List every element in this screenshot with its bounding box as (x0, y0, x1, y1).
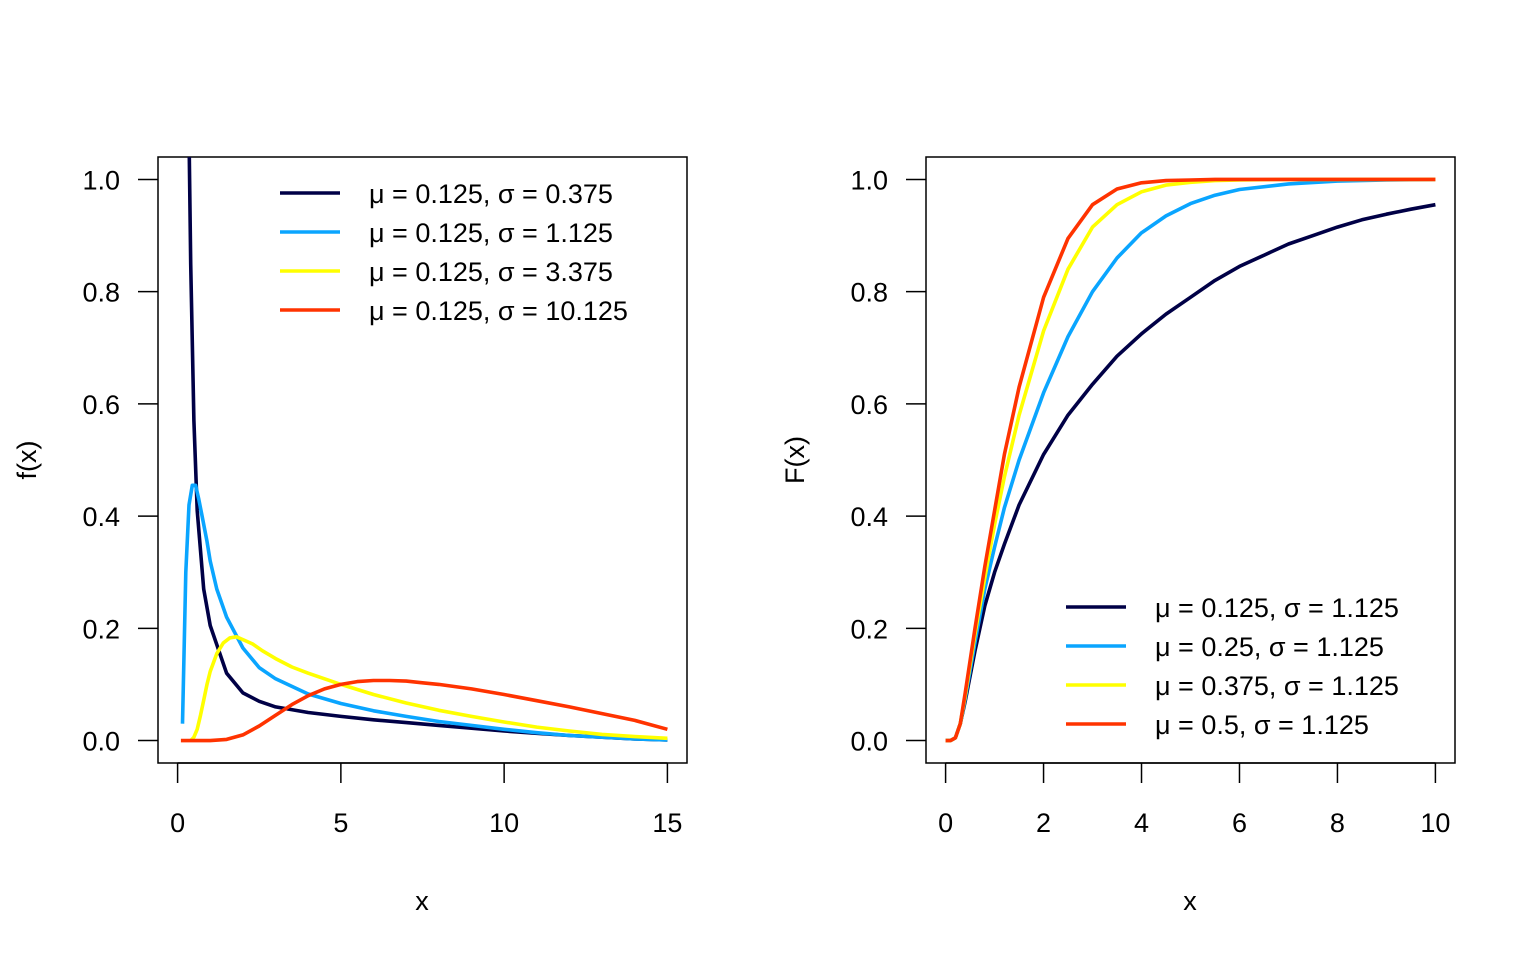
pdf-y-tick-label: 0.0 (82, 727, 120, 757)
pdf-series-line-3 (189, 634, 668, 742)
cdf-y-axis: 0.0 0.2 0.4 0.6 0.8 1.0 (850, 165, 926, 757)
cdf-y-tick-label: 0.2 (850, 614, 888, 644)
pdf-series-line-1 (187, 157, 668, 742)
pdf-legend-label-3: μ = 0.125, σ = 3.375 (369, 257, 613, 287)
pdf-x-axis: 0 5 10 15 (170, 762, 682, 838)
pdf-y-tick-label: 0.8 (82, 278, 120, 308)
cdf-legend-label-1: μ = 0.125, σ = 1.125 (1155, 593, 1399, 623)
pdf-legend-label-2: μ = 0.125, σ = 1.125 (369, 218, 613, 248)
pdf-legend: μ = 0.125, σ = 0.375 μ = 0.125, σ = 1.125… (280, 179, 628, 326)
cdf-x-tick-label: 4 (1134, 808, 1149, 838)
pdf-y-tick-label: 0.6 (82, 390, 120, 420)
cdf-y-tick-label: 0.8 (850, 278, 888, 308)
pdf-x-axis-title: x (415, 886, 429, 916)
cdf-legend-label-3: μ = 0.375, σ = 1.125 (1155, 671, 1399, 701)
pdf-legend-label-4: μ = 0.125, σ = 10.125 (369, 296, 628, 326)
pdf-y-tick-label: 0.2 (82, 614, 120, 644)
pdf-panel: 0 5 10 15 0.0 0.2 0.4 0.6 0.8 1.0 μ = 0.125, σ =… (12, 156, 688, 916)
cdf-x-tick-label: 0 (938, 808, 953, 838)
cdf-x-tick-label: 6 (1232, 808, 1247, 838)
cdf-x-axis-title: x (1183, 886, 1197, 916)
pdf-y-tick-label: 0.4 (82, 502, 120, 532)
cdf-y-tick-label: 1.0 (850, 165, 888, 195)
pdf-x-tick-label: 10 (489, 808, 519, 838)
pdf-y-tick-label: 1.0 (82, 165, 120, 195)
pdf-curves (180, 157, 668, 743)
pdf-x-tick-label: 0 (170, 808, 185, 838)
pdf-series-line-2 (180, 483, 668, 742)
cdf-curves (945, 177, 1436, 743)
cdf-y-tick-label: 0.6 (850, 390, 888, 420)
cdf-x-tick-label: 2 (1036, 808, 1051, 838)
cdf-legend-label-2: μ = 0.25, σ = 1.125 (1155, 632, 1384, 662)
pdf-y-axis-title: f(x) (12, 441, 42, 480)
pdf-legend-label-1: μ = 0.125, σ = 0.375 (369, 179, 613, 209)
cdf-panel: 0 2 4 6 8 10 0.0 0.2 0.4 0.6 0.8 1.0 μ = 0.125, σ … (780, 156, 1456, 916)
pdf-y-axis: 0.0 0.2 0.4 0.6 0.8 1.0 (82, 165, 158, 757)
cdf-x-axis: 0 2 4 6 8 10 (938, 762, 1450, 838)
pdf-series-line-4 (180, 678, 668, 743)
cdf-series-line-4 (945, 177, 1436, 743)
cdf-x-tick-label: 10 (1420, 808, 1450, 838)
cdf-y-axis-title: F(x) (780, 436, 810, 484)
pdf-x-tick-label: 15 (652, 808, 682, 838)
cdf-y-tick-label: 0.4 (850, 502, 888, 532)
cdf-y-tick-label: 0.0 (850, 727, 888, 757)
cdf-legend-label-4: μ = 0.5, σ = 1.125 (1155, 710, 1369, 740)
cdf-legend: μ = 0.125, σ = 1.125 μ = 0.25, σ = 1.125 μ… (1066, 593, 1399, 740)
pdf-x-tick-label: 5 (333, 808, 348, 838)
cdf-x-tick-label: 8 (1330, 808, 1345, 838)
